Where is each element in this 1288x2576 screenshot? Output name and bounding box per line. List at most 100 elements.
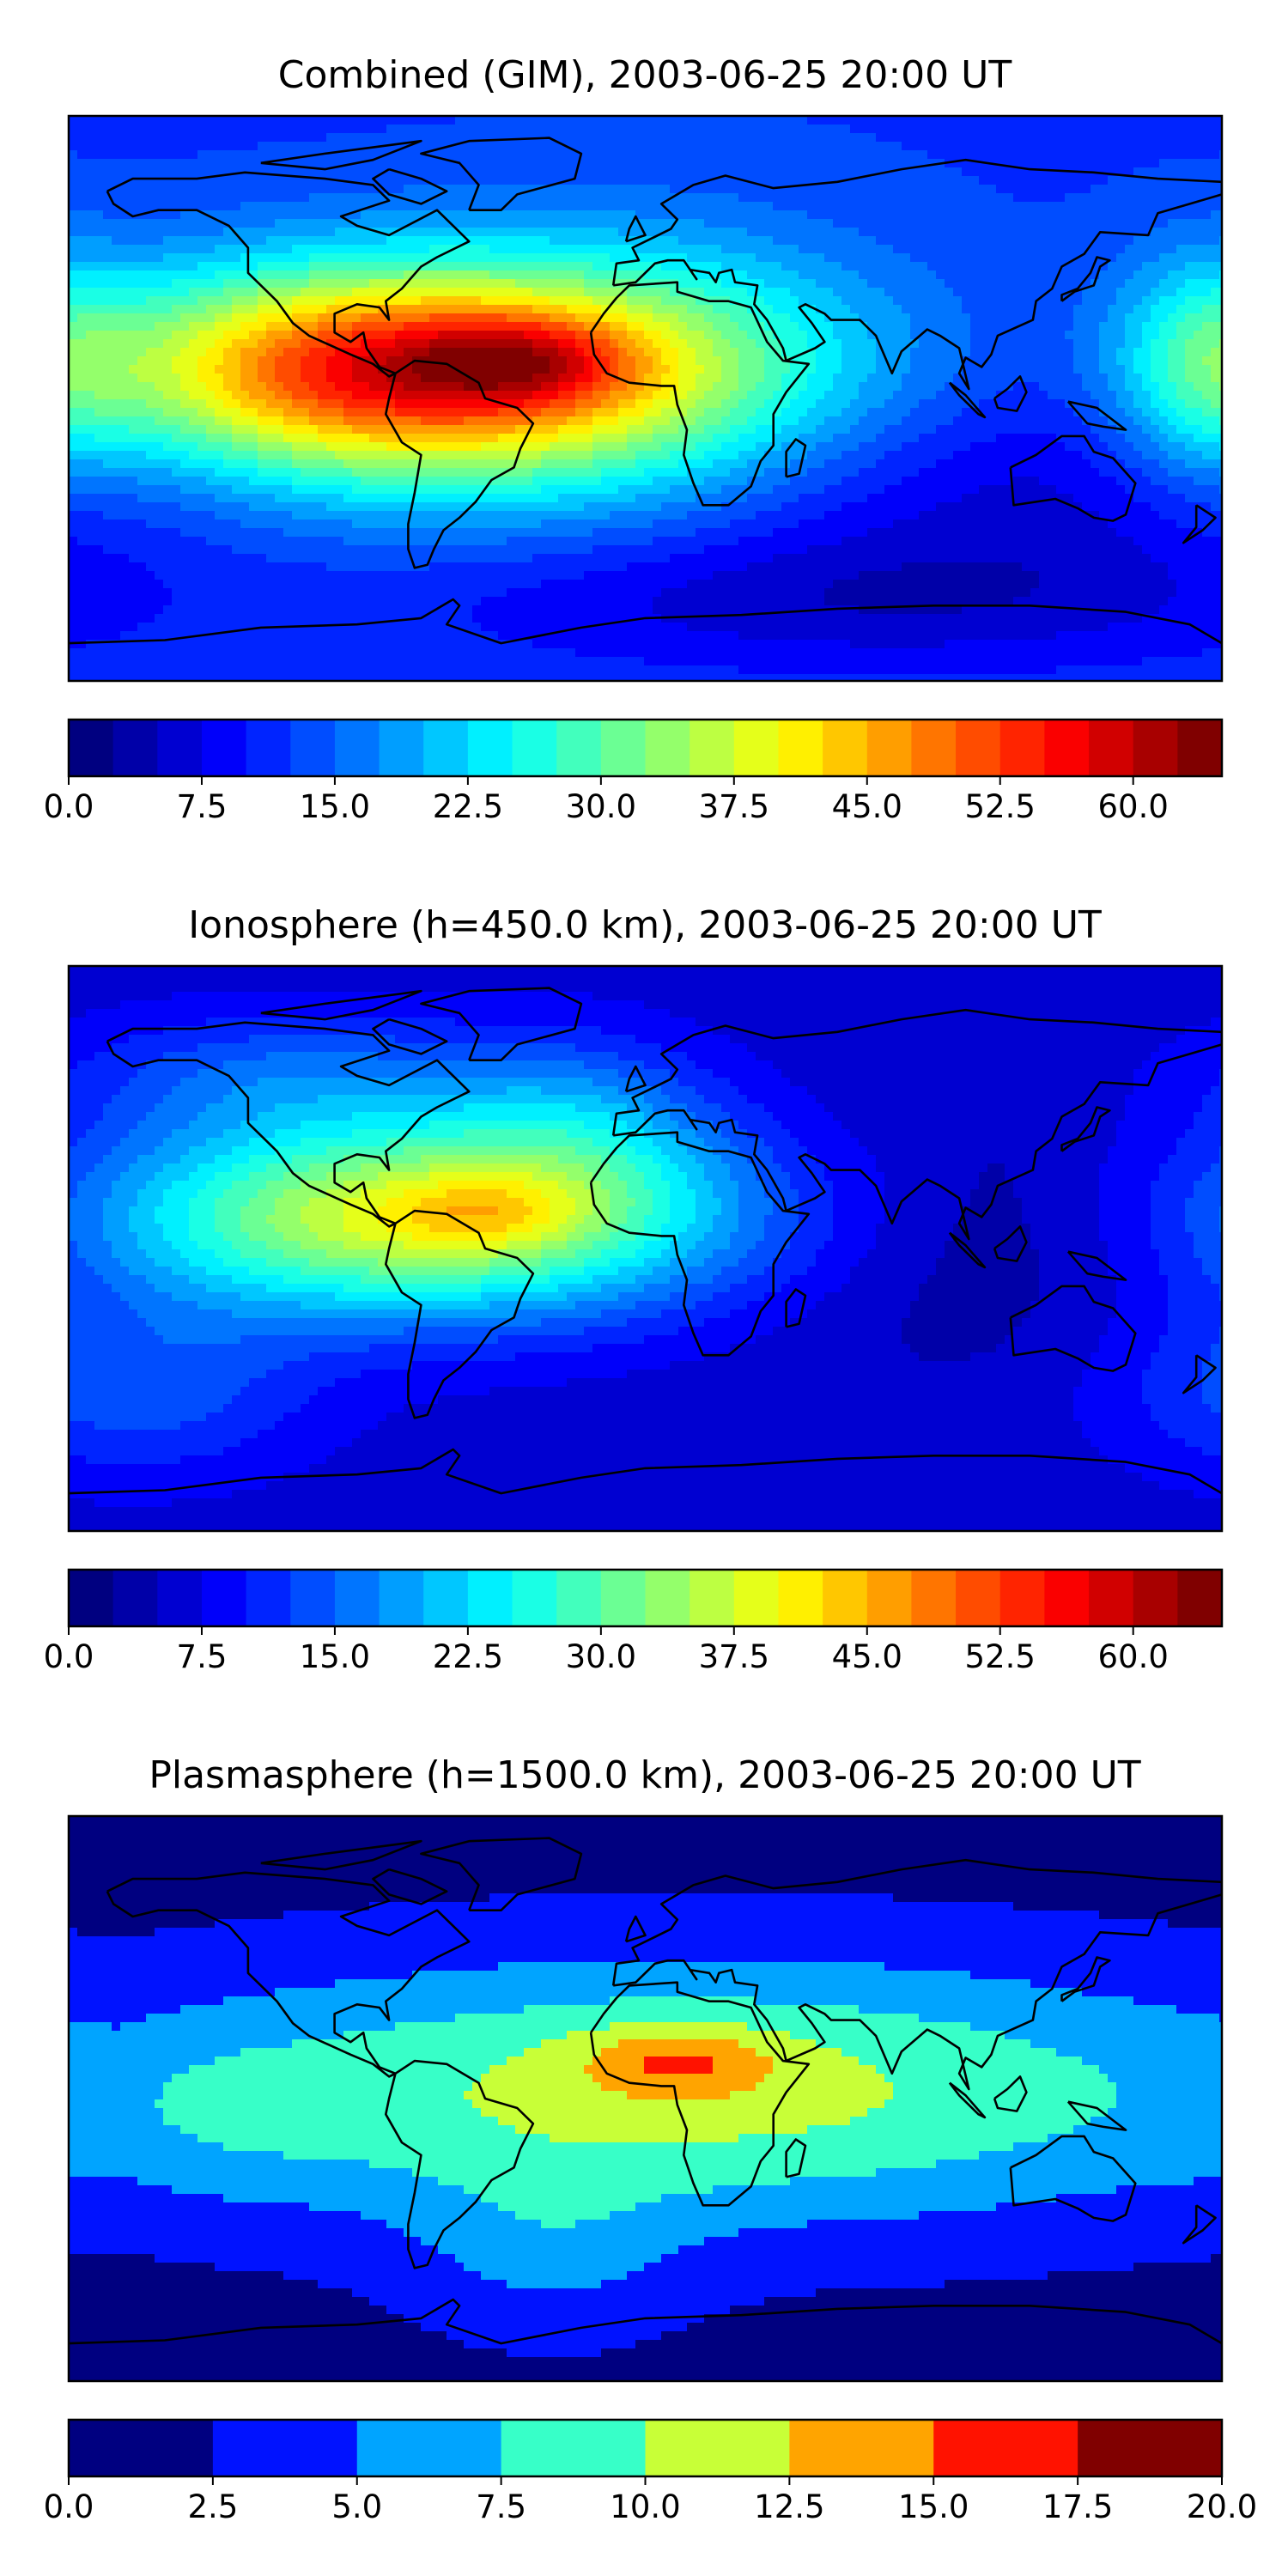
colorbar-tick-label: 37.5	[699, 788, 769, 825]
colorbar-tick-label: 0.0	[44, 788, 94, 825]
colorbar: 0.0 7.5 15.0 22.5 30.0 37.5 45.0 52.5 60.0	[44, 1568, 1224, 1675]
coastline	[69, 2298, 1222, 2345]
colorbar-tick-label: 37.5	[699, 1638, 769, 1675]
coastlines	[69, 137, 1222, 645]
coastline	[420, 1837, 583, 1911]
colorbar-segment	[1089, 1570, 1134, 1626]
colorbar-segment	[733, 1570, 780, 1626]
colorbar-segment	[911, 720, 957, 776]
coastline	[260, 1839, 422, 1871]
panel-title: Plasmasphere (h=1500.0 km), 2003-06-25 2…	[149, 1753, 1140, 1797]
colorbar-tick-label: 45.0	[832, 1638, 902, 1675]
coastline	[611, 158, 1222, 391]
coastlines	[69, 1837, 1222, 2345]
colorbar-segment	[999, 1570, 1045, 1626]
coastline	[624, 1065, 647, 1093]
colorbar-segment	[201, 720, 247, 776]
coastline	[1060, 256, 1111, 302]
coastline	[993, 2075, 1028, 2112]
coastline	[420, 987, 583, 1061]
colorbar-segment	[157, 1570, 203, 1626]
coastline	[260, 139, 422, 171]
coastline	[106, 1871, 471, 2078]
panel-combined: Combined (GIM), 2003-06-25 20:00 UT 0.0 7…	[44, 53, 1224, 825]
colorbar-segment	[1177, 1570, 1223, 1626]
colorbar-tick-label: 15.0	[300, 1638, 370, 1675]
coastline	[372, 167, 448, 205]
colorbar-segment	[645, 720, 690, 776]
colorbar-frame	[67, 1568, 1224, 1628]
colorbar-segment	[69, 720, 114, 776]
colorbar-segment	[1044, 1570, 1090, 1626]
colorbar-segment	[690, 720, 735, 776]
colorbar-segment	[512, 1570, 557, 1626]
colorbar-tick-label: 52.5	[965, 1638, 1036, 1675]
colorbar-segment	[1044, 720, 1090, 776]
colorbar-segment	[1133, 1570, 1178, 1626]
colorbar-tick-label: 30.0	[566, 788, 636, 825]
coastline	[385, 1209, 535, 1419]
coastline	[385, 2059, 535, 2269]
colorbar-tick-label: 15.0	[300, 788, 370, 825]
coastline	[993, 375, 1028, 412]
colorbar-tick-label: 45.0	[832, 788, 902, 825]
colorbar-segment	[112, 720, 158, 776]
coastline	[1066, 2100, 1127, 2131]
panel-ionosphere: Ionosphere (h=450.0 km), 2003-06-25 20:0…	[44, 903, 1224, 1675]
colorbar-segment	[645, 2420, 790, 2476]
colorbar-tick-label: 2.5	[187, 2488, 238, 2525]
coastline	[785, 438, 807, 478]
colorbar-segment	[866, 1570, 913, 1626]
colorbar-tick-label: 22.5	[433, 788, 503, 825]
colorbar-segment	[334, 720, 380, 776]
coastline	[589, 1981, 811, 2207]
colorbar-tick-label: 0.0	[44, 1638, 94, 1675]
colorbar-tick-label: 12.5	[754, 2488, 824, 2525]
colorbar-segment	[201, 1570, 247, 1626]
colorbar-segment	[999, 720, 1045, 776]
coastlines	[69, 987, 1222, 1495]
coastline	[611, 1008, 1222, 1241]
coastline	[589, 1131, 811, 1357]
colorbar-segment	[823, 1570, 868, 1626]
colorbar-segment	[212, 2420, 358, 2476]
coastline	[385, 359, 535, 569]
colorbar-segment	[956, 720, 1001, 776]
colorbar-segment	[733, 720, 780, 776]
colorbar-segment	[379, 720, 424, 776]
colorbar-segment	[467, 1570, 513, 1626]
colorbar-tick-label: 0.0	[44, 2488, 94, 2525]
colorbar-tick-label: 17.5	[1042, 2488, 1113, 2525]
coastline	[1182, 1354, 1217, 1394]
coastline	[106, 1021, 471, 1228]
colorbar-segment	[600, 1570, 647, 1626]
colorbar-ticks: 0.0 2.5 5.0 7.5 10.0 12.5 15.0 17.5 20.0	[44, 2476, 1257, 2525]
colorbar-segment	[645, 1570, 690, 1626]
coastline	[1009, 2135, 1137, 2222]
coastline	[589, 281, 811, 507]
coastline	[624, 1915, 647, 1943]
colorbar-ticks: 0.0 7.5 15.0 22.5 30.0 37.5 45.0 52.5 60.0	[44, 1626, 1169, 1675]
coastline	[611, 1858, 1222, 2091]
coastline	[993, 1225, 1028, 1262]
colorbar-tick-label: 7.5	[476, 2488, 526, 2525]
colorbar-segment	[1133, 720, 1178, 776]
colorbar: 0.0 2.5 5.0 7.5 10.0 12.5 15.0 17.5 20.0	[44, 2418, 1257, 2525]
coastline	[1066, 400, 1127, 431]
map-frame	[67, 114, 1224, 683]
colorbar-segment	[246, 720, 291, 776]
coastline	[260, 989, 422, 1021]
colorbar-segment	[501, 2420, 647, 2476]
colorbar-segment	[690, 1570, 735, 1626]
coastline	[624, 215, 647, 243]
coastline	[1060, 1956, 1111, 2002]
colorbar-segment	[334, 1570, 380, 1626]
colorbar-tick-label: 15.0	[898, 2488, 969, 2525]
colorbar-segment	[866, 720, 913, 776]
colorbar-tick-label: 7.5	[177, 788, 228, 825]
colorbar-tick-label: 20.0	[1187, 2488, 1257, 2525]
map-field	[69, 116, 1222, 681]
coastline	[1009, 1285, 1137, 1372]
coastline	[372, 1018, 448, 1055]
colorbar-segment	[933, 2420, 1078, 2476]
